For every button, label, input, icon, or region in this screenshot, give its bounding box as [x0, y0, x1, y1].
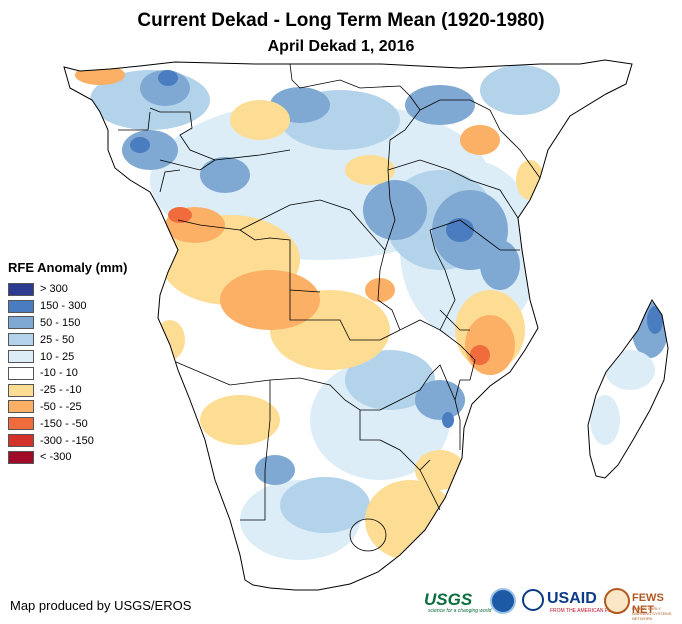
- legend-swatch: [8, 299, 34, 313]
- legend-item: 25 - 50: [8, 331, 148, 348]
- legend-label: -150 - -50: [40, 417, 88, 430]
- madagascar-anomaly-field: [588, 300, 668, 478]
- legend-label: 150 - 300: [40, 300, 87, 313]
- fews-seal-icon: [604, 588, 630, 614]
- legend-label: 25 - 50: [40, 333, 75, 346]
- credit-text: Map produced by USGS/EROS: [10, 598, 192, 613]
- map-title: Current Dekad - Long Term Mean (1920-198…: [137, 10, 545, 31]
- fews-tagline: FAMINE EARLY WARNING SYSTEMS NETWORK: [632, 606, 672, 621]
- legend-item: 10 - 25: [8, 348, 148, 365]
- legend-swatch: [8, 316, 34, 330]
- legend-item: 150 - 300: [8, 298, 148, 315]
- legend-item: -25 - -10: [8, 382, 148, 399]
- partner-logos: USGS science for a changing world USAID …: [420, 586, 678, 621]
- legend-swatch: [8, 383, 34, 397]
- usgs-logo: USGS: [424, 590, 473, 609]
- legend-label: 50 - 150: [40, 316, 81, 329]
- legend-swatch: [8, 434, 34, 448]
- legend-label: -25 - -10: [40, 384, 82, 397]
- country-borders: [118, 63, 541, 552]
- legend-swatch: [8, 350, 34, 364]
- legend-item: -300 - -150: [8, 432, 148, 449]
- legend-swatch: [8, 450, 34, 464]
- legend-swatch: [8, 333, 34, 347]
- legend-label: -50 - -25: [40, 400, 82, 413]
- noaa-logo-icon: [490, 588, 516, 614]
- legend-items: > 300 150 - 300 50 - 150 25 - 50 10 - 25 -10 …: [8, 281, 148, 466]
- legend-label: > 300: [40, 283, 68, 296]
- legend-label: 10 - 25: [40, 350, 75, 363]
- legend-item: < -300: [8, 449, 148, 466]
- legend-item: -10 - 10: [8, 365, 148, 382]
- legend-swatch: [8, 366, 34, 380]
- fews-net-logo: FEWS NET: [632, 592, 664, 616]
- legend-item: -150 - -50: [8, 415, 148, 432]
- legend-swatch: [8, 400, 34, 414]
- legend-title: RFE Anomaly (mm): [8, 260, 128, 275]
- legend-swatch: [8, 417, 34, 431]
- madagascar-coastline: [587, 299, 669, 479]
- legend-item: > 300: [8, 281, 148, 298]
- usaid-tagline: FROM THE AMERICAN PEOPLE: [550, 608, 625, 614]
- usaid-logo: USAID: [547, 590, 597, 607]
- mainland-coastline: [63, 59, 633, 591]
- legend-label: -300 - -150: [40, 434, 94, 447]
- legend: RFE Anomaly (mm) > 300 150 - 300 50 - 150 2…: [8, 260, 148, 466]
- legend-label: < -300: [40, 451, 72, 464]
- legend-swatch: [8, 282, 34, 296]
- map-subtitle: April Dekad 1, 2016: [267, 38, 415, 55]
- legend-label: -10 - 10: [40, 367, 78, 380]
- usgs-tagline: science for a changing world: [428, 608, 492, 614]
- legend-item: 50 - 150: [8, 315, 148, 332]
- usaid-seal-icon: [522, 589, 544, 611]
- legend-item: -50 - -25: [8, 399, 148, 416]
